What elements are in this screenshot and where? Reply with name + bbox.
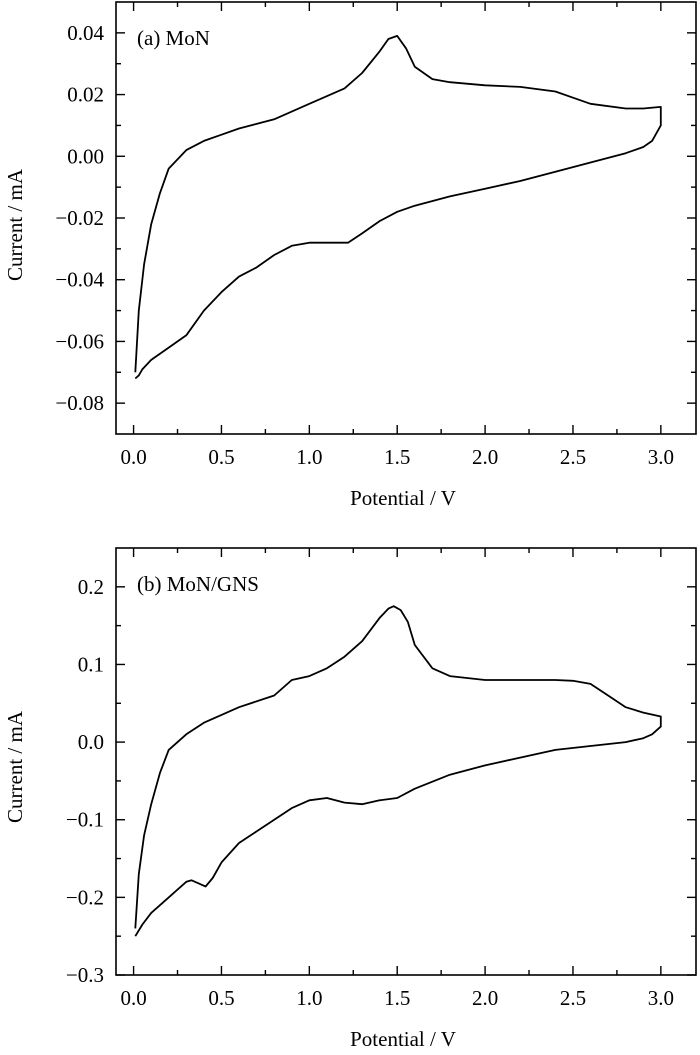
x-tick-label: 0.0 — [120, 445, 146, 469]
y-tick-label: −0.08 — [55, 391, 104, 415]
y-tick-label: 0.1 — [78, 652, 104, 676]
x-tick-label: 1.0 — [296, 445, 322, 469]
plot-frame — [115, 547, 697, 976]
x-tick-label: 2.0 — [472, 986, 498, 1010]
panel-label: (a) MoN — [137, 26, 210, 50]
x-tick-label: 2.0 — [472, 445, 498, 469]
y-tick-label: −0.3 — [66, 963, 104, 987]
x-ticks: 0.0 0.5 1.0 1.5 2.0 2.5 3.0 — [120, 548, 674, 1010]
x-tick-label: 2.5 — [560, 986, 586, 1010]
y-tick-label: −0.1 — [66, 808, 104, 832]
y-ticks: −0.3 −0.2 −0.1 0.0 0.1 0.2 — [66, 575, 696, 987]
x-tick-label: 2.5 — [560, 445, 586, 469]
x-tick-label: 0.5 — [208, 445, 234, 469]
y-ticks: −0.08 −0.06 −0.04 −0.02 0.00 0.02 0.04 — [55, 21, 696, 415]
panel-a: 0.0 0.5 1.0 1.5 2.0 2.5 3.0 −0.08−0.06−0.04−0.… — [3, 1, 697, 510]
panel-b: 0.0 0.5 1.0 1.5 2.0 2.5 3.0 −0.3 −0.2 −0.1 0.0 0.1… — [3, 547, 697, 1051]
x-tick-label: 1.0 — [296, 986, 322, 1010]
y-axis-title: Current / mA — [3, 168, 27, 281]
x-tick-label: 0.5 — [208, 986, 234, 1010]
x-tick-label: 0.0 — [120, 986, 146, 1010]
x-tick-label: 3.0 — [648, 445, 674, 469]
y-tick-label: 0.04 — [67, 21, 104, 45]
x-tick-label: 1.5 — [384, 445, 410, 469]
y-tick-label: 0.00 — [67, 144, 104, 168]
y-tick-label: 0.0 — [78, 730, 104, 754]
x-axis-title: Potential / V — [350, 486, 456, 510]
x-axis-title: Potential / V — [350, 1027, 456, 1051]
y-tick-label: 0.2 — [78, 575, 104, 599]
x-ticks: 0.0 0.5 1.0 1.5 2.0 2.5 3.0 — [120, 2, 674, 469]
cv-curve — [134, 35, 662, 380]
plot-frame — [115, 1, 697, 435]
x-tick-label: 1.5 — [384, 986, 410, 1010]
y-tick-label: −0.06 — [55, 329, 104, 353]
panel-label: (b) MoN/GNS — [137, 572, 259, 596]
x-tick-label: 3.0 — [648, 986, 674, 1010]
y-tick-label: −0.04 — [55, 268, 104, 292]
cv-curve — [134, 605, 662, 937]
y-tick-label: −0.02 — [55, 206, 104, 230]
y-axis-title: Current / mA — [3, 710, 27, 823]
y-tick-label: 0.02 — [67, 83, 104, 107]
y-tick-label: −0.2 — [66, 885, 104, 909]
